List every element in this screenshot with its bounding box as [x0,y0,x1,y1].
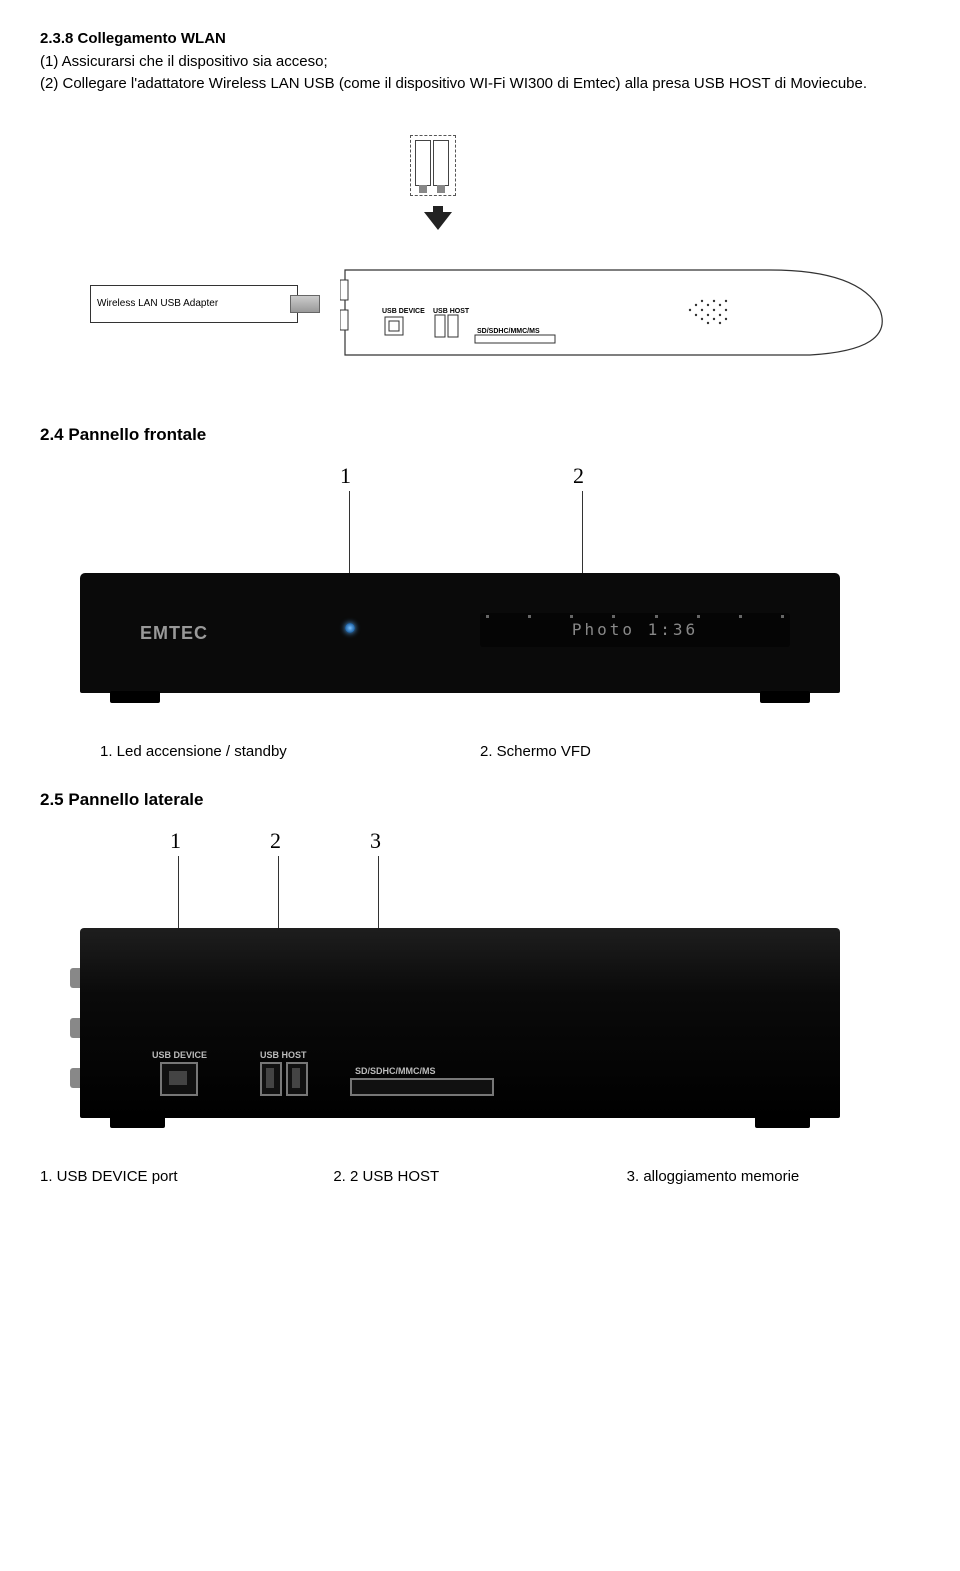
callout-2: 2 [573,463,584,489]
rear-connector-3-icon [70,1068,80,1088]
front-caption-2: 2. Schermo VFD [480,743,591,760]
side-usb-host-label: USB HOST [260,1050,307,1060]
diagram-side-panel: 1 2 3 USB DEVICE USB HOST SD/SDHC/MMC/MS [80,828,840,1138]
side-footer-2: 2. 2 USB HOST [333,1168,626,1185]
diagram-front-panel: 1 2 EMTEC Photo 1:36 [80,463,840,723]
port-sd-label: SD/SDHC/MMC/MS [477,328,540,335]
text-238-line2: (2) Collegare l'adattatore Wireless LAN … [40,73,920,95]
vfd-text: Photo 1:36 [572,620,698,639]
sd-slot-icon [350,1078,494,1096]
heading-24: 2.4 Pannello frontale [40,425,920,445]
device-side-icon: USB DEVICE USB HOST SD/SDHC/MMC/MS [80,928,840,1118]
side-footer-3: 3. alloggiamento memorie [627,1168,920,1185]
rear-connector-2-icon [70,1018,80,1038]
side-callout-2: 2 [270,828,281,854]
text-238-line1: (1) Assicurarsi che il dispositivo sia a… [40,51,920,73]
heading-25: 2.5 Pannello laterale [40,790,920,810]
side-callout-3: 3 [370,828,381,854]
front-caption-1: 1. Led accensione / standby [100,743,480,760]
port-usb-host-label: USB HOST [433,308,470,315]
callout-1: 1 [340,463,351,489]
front-caption-row: 1. Led accensione / standby 2. Schermo V… [100,743,920,760]
brand-label: EMTEC [140,623,208,644]
usb-host-port-1-icon [260,1062,282,1096]
port-usb-device-label: USB DEVICE [382,308,425,315]
side-footer-1: 1. USB DEVICE port [40,1168,333,1185]
adapter-plug-icon [290,295,320,313]
device-outline-icon: USB DEVICE USB HOST SD/SDHC/MMC/MS [340,255,900,365]
rear-connector-1-icon [70,968,80,988]
standby-led-icon [345,623,355,633]
adapter-label: Wireless LAN USB Adapter [97,298,218,309]
device-front-icon: EMTEC Photo 1:36 [80,573,840,693]
usb-dongle-icon [410,135,456,230]
heading-238: 2.3.8 Collegamento WLAN [40,30,920,47]
vfd-screen: Photo 1:36 [480,613,790,647]
side-footer-row: 1. USB DEVICE port 2. 2 USB HOST 3. allo… [40,1168,920,1185]
side-usb-device-label: USB DEVICE [152,1050,207,1060]
usb-device-port-icon [160,1062,198,1096]
diagram-wlan: Wireless LAN USB Adapter USB DEVICE USB … [90,135,920,395]
side-sd-label: SD/SDHC/MMC/MS [355,1066,436,1076]
usb-host-port-2-icon [286,1062,308,1096]
side-callout-1: 1 [170,828,181,854]
adapter-box: Wireless LAN USB Adapter [90,285,298,323]
